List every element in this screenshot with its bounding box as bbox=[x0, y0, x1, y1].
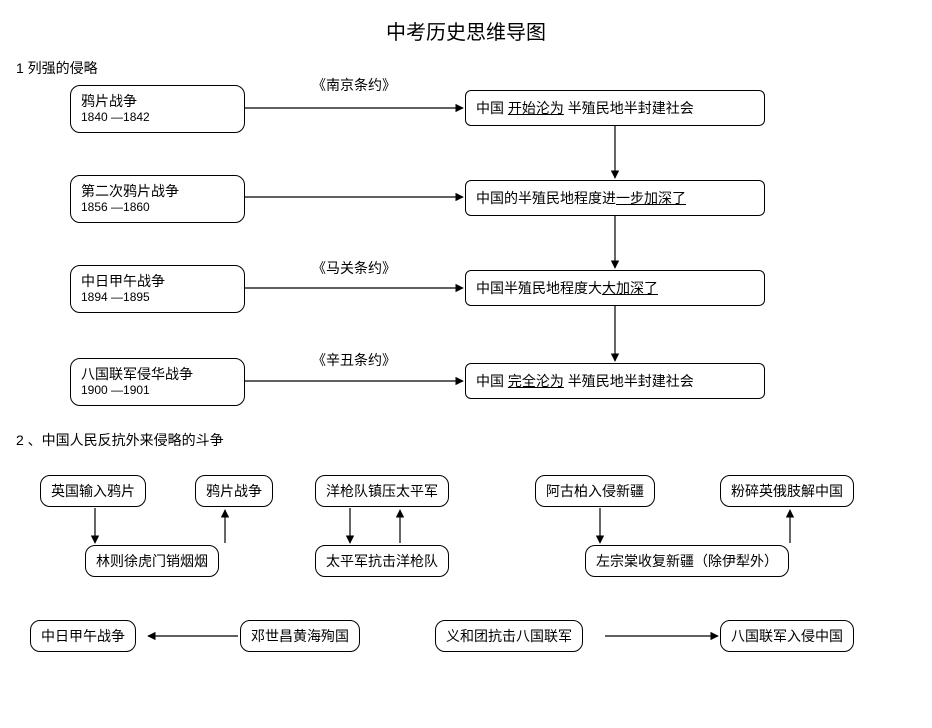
result-1-pre: 中国的半殖民地程度进 bbox=[476, 190, 616, 206]
treaty-0: 《南京条约》 bbox=[310, 75, 398, 95]
treaty-2: 《马关条约》 bbox=[310, 258, 398, 278]
result-3-post: 半殖民地半封建社会 bbox=[564, 373, 694, 389]
war-1-node: 第二次鸦片战争 1856 —1860 bbox=[70, 175, 245, 223]
result-0-u: 开始沦为 bbox=[508, 100, 564, 116]
grp3-c: 左宗棠收复新疆（除伊犁外） bbox=[585, 545, 789, 577]
result-0-pre: 中国 bbox=[476, 100, 508, 116]
result-1-u: 一步加深了 bbox=[616, 190, 686, 206]
grp4-b: 邓世昌黄海殉国 bbox=[240, 620, 360, 652]
result-2-pre: 中国半殖民地程度大 bbox=[476, 280, 602, 296]
war-3-years: 1900 —1901 bbox=[81, 383, 234, 399]
grp4-a: 中日甲午战争 bbox=[30, 620, 136, 652]
treaty-3: 《辛丑条约》 bbox=[310, 350, 398, 370]
grp5-a: 义和团抗击八国联军 bbox=[435, 620, 583, 652]
result-3-pre: 中国 bbox=[476, 373, 508, 389]
war-1-years: 1856 —1860 bbox=[81, 200, 234, 216]
grp1-a: 英国输入鸦片 bbox=[40, 475, 146, 507]
war-0-node: 鸦片战争 1840 —1842 bbox=[70, 85, 245, 133]
war-0-years: 1840 —1842 bbox=[81, 110, 234, 126]
result-2-node: 中国半殖民地程度大大加深了 bbox=[465, 270, 765, 306]
result-0-node: 中国 开始沦为 半殖民地半封建社会 bbox=[465, 90, 765, 126]
war-3-node: 八国联军侵华战争 1900 —1901 bbox=[70, 358, 245, 406]
grp5-b: 八国联军入侵中国 bbox=[720, 620, 854, 652]
page-title: 中考历史思维导图 bbox=[0, 16, 932, 45]
grp1-c: 林则徐虎门销烟烟 bbox=[85, 545, 219, 577]
result-2-u: 大加深了 bbox=[602, 280, 658, 296]
result-3-u: 完全沦为 bbox=[508, 373, 564, 389]
result-1-node: 中国的半殖民地程度进一步加深了 bbox=[465, 180, 765, 216]
war-1-name: 第二次鸦片战争 bbox=[81, 182, 234, 200]
grp3-a: 阿古柏入侵新疆 bbox=[535, 475, 655, 507]
war-2-node: 中日甲午战争 1894 —1895 bbox=[70, 265, 245, 313]
result-3-node: 中国 完全沦为 半殖民地半封建社会 bbox=[465, 363, 765, 399]
grp1-b: 鸦片战争 bbox=[195, 475, 273, 507]
grp3-b: 粉碎英俄肢解中国 bbox=[720, 475, 854, 507]
war-0-name: 鸦片战争 bbox=[81, 92, 234, 110]
war-2-years: 1894 —1895 bbox=[81, 290, 234, 306]
grp2-a: 洋枪队镇压太平军 bbox=[315, 475, 449, 507]
section2-label: 2 、中国人民反抗外来侵略的斗争 bbox=[16, 430, 224, 450]
grp2-b: 太平军抗击洋枪队 bbox=[315, 545, 449, 577]
war-2-name: 中日甲午战争 bbox=[81, 272, 234, 290]
result-0-post: 半殖民地半封建社会 bbox=[564, 100, 694, 116]
section1-label: 1 列强的侵略 bbox=[16, 58, 98, 78]
war-3-name: 八国联军侵华战争 bbox=[81, 365, 234, 383]
